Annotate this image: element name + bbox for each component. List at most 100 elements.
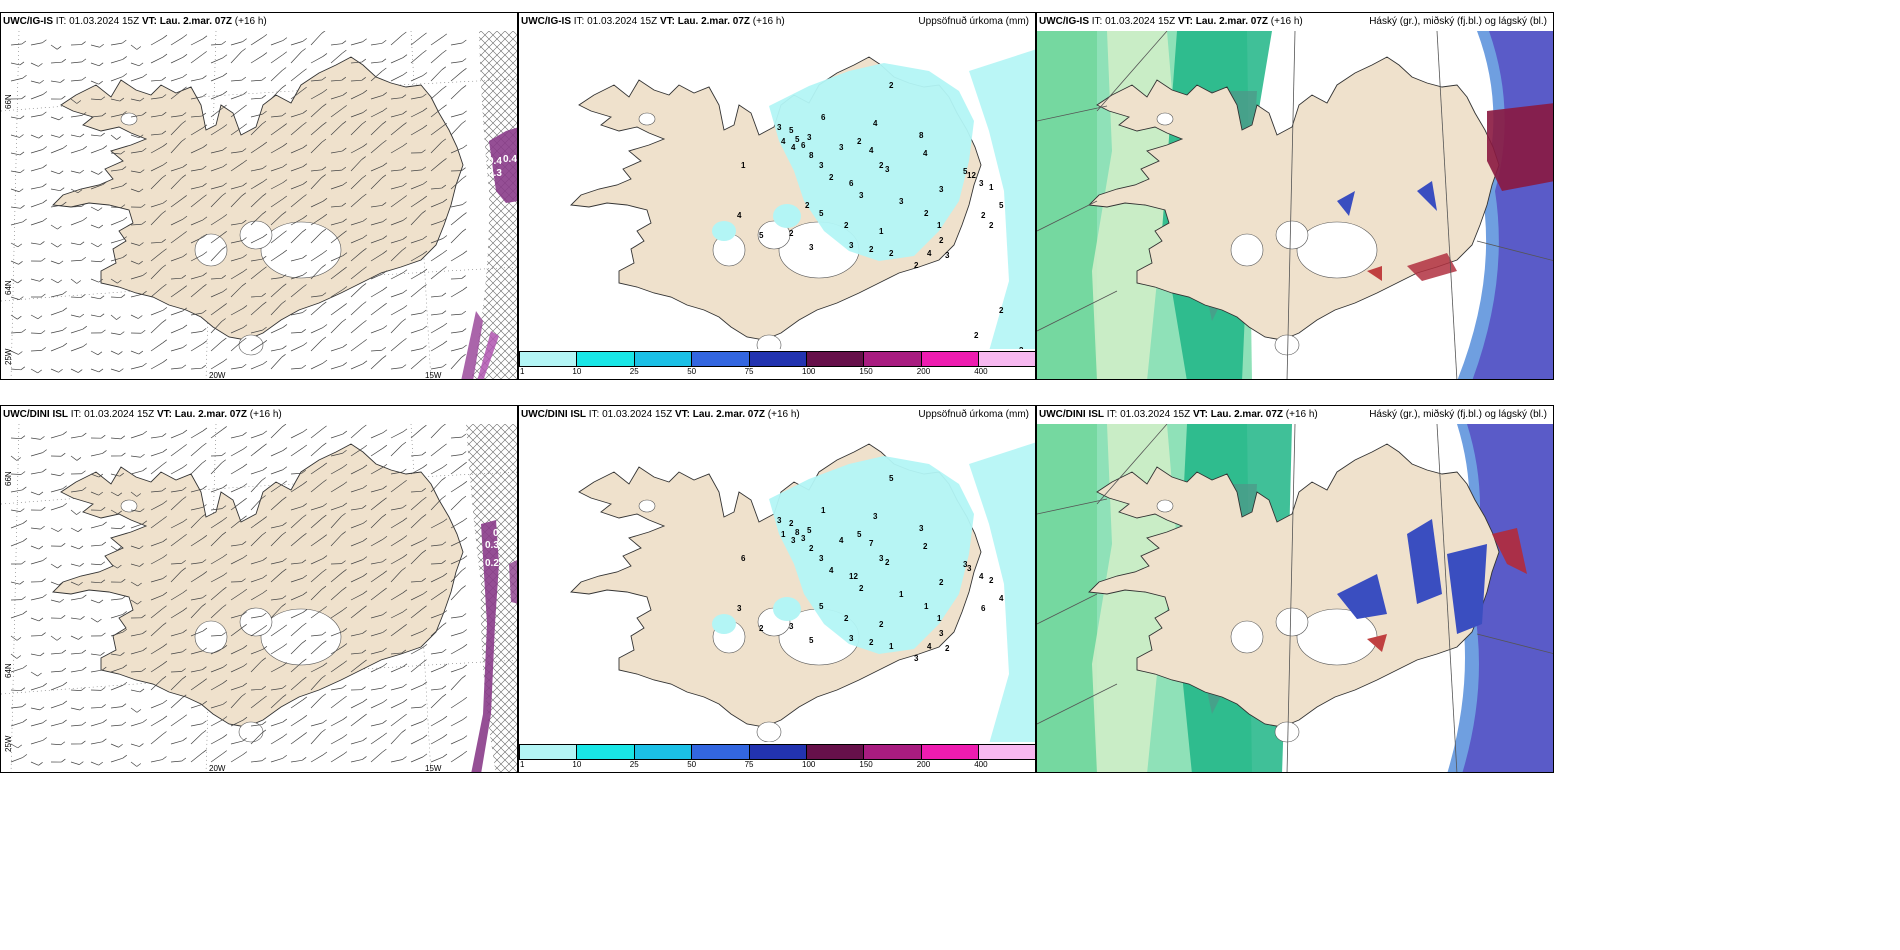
precip-value-label: 3 <box>809 243 814 252</box>
colorbar-label: 100 <box>802 367 816 376</box>
precip-value-label: 2 <box>914 261 919 270</box>
lon-label-15w: 15W <box>425 371 442 380</box>
contour-value: 0.2 <box>485 558 499 569</box>
precip-value-label: 2 <box>809 544 814 553</box>
precip-value-label: 2 <box>974 331 979 340</box>
colorbar-swatch <box>748 351 807 367</box>
precip-value-label: 5 <box>889 474 894 483</box>
lat-label-64n: 64N <box>4 280 13 295</box>
precip-value-label: 4 <box>791 143 796 152</box>
glacier <box>238 334 264 356</box>
precip-value-label: 1 <box>937 221 942 230</box>
panel-ig-is-precipitation: UWC/IG-IS IT: 01.03.2024 15Z VT: Lau. 2.… <box>518 12 1036 380</box>
glacier <box>1230 233 1264 267</box>
panel-dini-clouds: UWC/DINI ISL IT: 01.03.2024 15Z VT: Lau.… <box>1036 405 1554 773</box>
precip-value-label: 2 <box>889 249 894 258</box>
model-name: UWC/DINI ISL <box>3 409 68 420</box>
low-cloud-layer <box>1337 519 1527 652</box>
precip-value-label: 1 <box>924 602 929 611</box>
precip-value-label: 2 <box>945 644 950 653</box>
precip-value-label: 2 <box>859 584 864 593</box>
lon-label-20w: 20W <box>209 764 226 773</box>
precip-value-label: 4 <box>927 642 932 651</box>
precip-value-label: 2 <box>879 161 884 170</box>
colorbar-label: 400 <box>974 760 988 769</box>
lat-label-64n: 64N <box>4 663 13 678</box>
cloud-map <box>1037 31 1553 379</box>
colorbar-swatch <box>576 351 635 367</box>
precip-value-label: 3 <box>777 123 782 132</box>
colorbar-label: 25 <box>629 760 639 769</box>
lon-label-25w: 25W <box>4 735 13 752</box>
precip-value-label: 2 <box>924 209 929 218</box>
colorbar-label: 75 <box>744 367 754 376</box>
init-time: IT: 01.03.2024 15Z <box>55 16 140 27</box>
wind-barbs <box>10 31 468 374</box>
precip-value-label: 3 <box>899 197 904 206</box>
colorbar-swatch <box>806 744 865 760</box>
colorbar-label: 1 <box>520 760 525 769</box>
hatched-region <box>471 31 517 379</box>
glacier <box>1274 334 1300 356</box>
model-name: UWC/DINI ISL <box>1039 409 1104 420</box>
precip-value-label: 3 <box>914 654 919 663</box>
valid-time: VT: Lau. 2.mar. 07Z <box>1192 409 1284 420</box>
precip-value-label: 1 <box>937 614 942 623</box>
glacier <box>260 608 342 666</box>
wave-height-contours <box>471 520 517 772</box>
lead-time: (+16 h) <box>1270 16 1303 27</box>
precip-value-label: 2 <box>923 542 928 551</box>
precip-value-label: 6 <box>821 113 826 122</box>
precip-value-label: 1 <box>989 183 994 192</box>
glacier <box>1274 721 1300 743</box>
precip-value-label: 2 <box>939 236 944 245</box>
precip-value-label: 3 <box>967 564 972 573</box>
model-name: UWC/DINI ISL <box>521 409 586 420</box>
precip-value-label: 12 <box>849 572 858 581</box>
precip-value-label: 4 <box>737 211 742 220</box>
precip-value-label: 2 <box>981 211 986 220</box>
colorbar-swatch <box>519 351 578 367</box>
contour-value: 0.3 <box>488 168 502 179</box>
precip-value-label: 4 <box>999 594 1004 603</box>
wind-barbs <box>10 424 468 767</box>
precip-value-label: 4 <box>829 566 834 575</box>
lead-time: (+16 h) <box>752 16 785 27</box>
init-time: IT: 01.03.2024 15Z <box>1091 16 1176 27</box>
colorbar-label: 100 <box>802 760 816 769</box>
lon-label-15w: 15W <box>425 764 442 773</box>
precip-colorbar: 1 10 25 50 75 100 150 200 400 <box>519 742 1035 772</box>
iceland-landmass <box>1088 56 1500 356</box>
precip-value-label: 2 <box>885 558 890 567</box>
glacier <box>194 233 228 267</box>
precip-value-label: 4 <box>839 536 844 545</box>
panel-header: UWC/DINI ISL IT: 01.03.2024 15Z VT: Lau.… <box>1037 406 1553 424</box>
precip-value-label: 3 <box>873 512 878 521</box>
lead-time: (+16 h) <box>234 16 267 27</box>
glacier <box>194 620 228 654</box>
model-name: UWC/IG-IS <box>3 16 53 27</box>
colorbar-label: 25 <box>629 367 639 376</box>
glacier <box>1156 499 1174 513</box>
precip-value-label: 4 <box>923 149 928 158</box>
precip-value-label: 3 <box>819 161 824 170</box>
glacier <box>638 499 656 513</box>
precip-value-label: 2 <box>939 578 944 587</box>
precip-value-label: 3 <box>879 554 884 563</box>
glacier <box>1275 220 1309 250</box>
precip-area <box>712 442 1035 744</box>
glacier <box>260 221 342 279</box>
precip-value-label: 3 <box>789 622 794 631</box>
valid-time: VT: Lau. 2.mar. 07Z <box>156 409 248 420</box>
field-title: Uppsöfnuð úrkoma (mm) <box>918 16 1029 27</box>
glacier <box>120 112 138 126</box>
precip-value-label: 6 <box>849 179 854 188</box>
precip-value-label: 8 <box>809 151 814 160</box>
wind-map <box>1 424 517 772</box>
panel-header: UWC/DINI ISL IT: 01.03.2024 15Z VT: Lau.… <box>519 406 1035 424</box>
colorbar-swatch <box>920 744 980 760</box>
init-time: IT: 01.03.2024 15Z <box>573 16 658 27</box>
glacier <box>1156 112 1174 126</box>
precip-value-label: 3 <box>859 191 864 200</box>
precip-value-label: 5 <box>857 530 862 539</box>
